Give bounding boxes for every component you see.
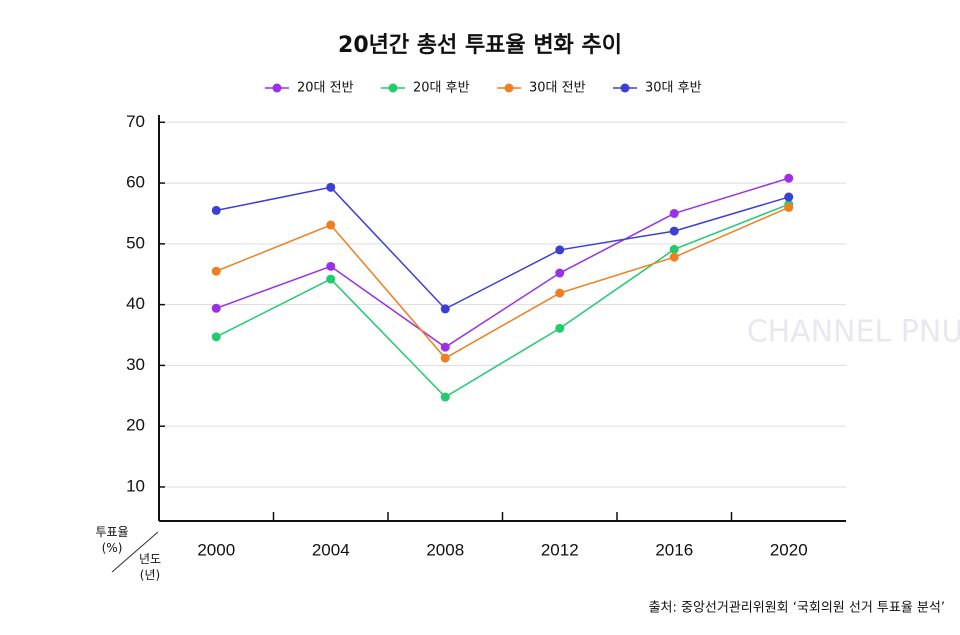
series-line <box>215 206 790 360</box>
point <box>784 173 794 183</box>
x-tick-label: 2020 <box>770 540 808 559</box>
source: 출처: 중앙선거관리위원회 ‘국회의원 선거 투표율 분석’ <box>649 601 945 616</box>
y-tick-label: 70 <box>126 112 145 131</box>
point <box>440 353 450 363</box>
x-tick-label: 2008 <box>426 540 464 559</box>
legend-label: 30대 전반 <box>529 81 586 96</box>
point <box>440 392 450 402</box>
point <box>669 226 679 236</box>
x-tick-label: 2000 <box>197 540 235 559</box>
legend-label: 20대 전반 <box>297 81 354 96</box>
series-line <box>216 186 789 310</box>
point <box>211 303 221 313</box>
legend-label: 30대 후반 <box>645 81 702 96</box>
point <box>440 342 450 352</box>
point <box>784 192 794 202</box>
point <box>326 182 336 192</box>
y-axis-label: 투표율 (%) <box>95 525 128 555</box>
point <box>326 220 336 230</box>
point <box>211 332 221 342</box>
point <box>669 252 679 262</box>
point <box>555 288 565 298</box>
point <box>669 208 679 218</box>
y-tick-label: 30 <box>126 355 145 374</box>
point <box>555 245 565 255</box>
point <box>784 202 794 212</box>
x-tick-label: 2012 <box>541 540 579 559</box>
y-tick-label: 20 <box>126 416 145 435</box>
axis-divider <box>111 531 159 573</box>
point <box>555 268 565 278</box>
legend-marker <box>272 83 282 93</box>
y-tick-label: 10 <box>126 476 145 495</box>
legend-marker <box>504 83 514 93</box>
point <box>326 261 336 271</box>
point <box>669 244 679 254</box>
chart-title: 20년간 총선 투표율 변화 추이 <box>338 33 622 58</box>
y-tick-label: 40 <box>126 294 145 313</box>
point <box>440 304 450 314</box>
x-tick-label: 2004 <box>312 540 350 559</box>
legend-marker <box>620 83 630 93</box>
series-line <box>215 177 789 349</box>
series-line <box>215 203 790 398</box>
point <box>211 266 221 276</box>
watermark: CHANNEL PNU <box>747 315 960 350</box>
point <box>326 274 336 284</box>
point <box>555 323 565 333</box>
y-tick-label: 50 <box>126 233 145 252</box>
legend-label: 20대 후반 <box>413 81 470 96</box>
x-tick-label: 2016 <box>655 540 693 559</box>
point <box>211 205 221 215</box>
legend-marker <box>388 83 398 93</box>
x-axis-label: 년도 (년) <box>139 552 161 582</box>
y-tick-label: 60 <box>126 173 145 192</box>
